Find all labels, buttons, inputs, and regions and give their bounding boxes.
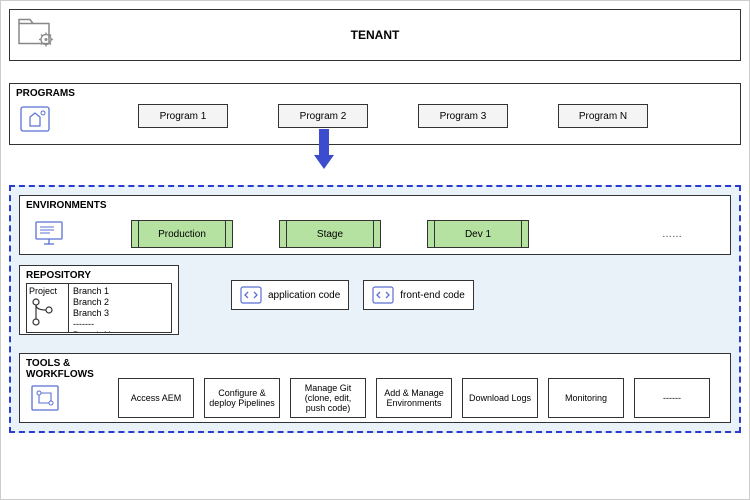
repo-project-label: Project: [29, 286, 66, 296]
program-icon: [20, 106, 50, 137]
programs-label: PROGRAMS: [16, 88, 75, 99]
tools-box: TOOLS & WORKFLOWS Access AEM Configure &…: [19, 353, 731, 423]
environment-item: Dev 1: [434, 220, 522, 248]
branch-item: Branch 2: [73, 297, 167, 308]
branch-item: Branch 1: [73, 286, 167, 297]
environments-ellipsis: ……: [642, 229, 702, 240]
repository-inner: Project Branch 1 Branch 2 Branch 3 -----…: [26, 283, 172, 333]
branch-item: Branch N: [73, 330, 167, 333]
tenant-title: TENANT: [351, 28, 400, 42]
program-item: Program 1: [138, 104, 228, 128]
repo-project: Project: [27, 284, 69, 332]
tenant-box: TENANT: [9, 9, 741, 61]
scope-outline: ENVIRONMENTS Production Stage Dev 1 …… R…: [9, 185, 741, 433]
programs-box: PROGRAMS Program 1 Program 2 Program 3 P…: [9, 83, 741, 145]
programs-list: Program 1 Program 2 Program 3 Program N: [18, 90, 732, 128]
repository-box: REPOSITORY Project Branch 1 Branch 2 Br: [19, 265, 179, 335]
tool-item: ------: [634, 378, 710, 418]
environment-item: Production: [138, 220, 226, 248]
environments-list: Production Stage Dev 1 ……: [28, 202, 722, 248]
code-box-label: application code: [268, 290, 340, 301]
program-item: Program 2: [278, 104, 368, 128]
tool-item: Add & Manage Environments: [376, 378, 452, 418]
code-icon: [372, 286, 394, 304]
repository-label: REPOSITORY: [26, 270, 172, 281]
environments-label: ENVIRONMENTS: [26, 200, 107, 211]
code-box-label: front-end code: [400, 290, 465, 301]
branch-item: -------: [73, 319, 167, 330]
environments-box: ENVIRONMENTS Production Stage Dev 1 ……: [19, 195, 731, 255]
tool-item: Access AEM: [118, 378, 194, 418]
branch-icon: [29, 296, 57, 330]
tool-item: Monitoring: [548, 378, 624, 418]
repository-row: REPOSITORY Project Branch 1 Branch 2 Br: [19, 265, 731, 335]
program-item: Program N: [558, 104, 648, 128]
tools-label: TOOLS & WORKFLOWS: [26, 358, 106, 380]
repo-branches: Branch 1 Branch 2 Branch 3 ------- Branc…: [69, 284, 171, 332]
code-box: front-end code: [363, 280, 474, 310]
tool-item: Manage Git (clone, edit, push code): [290, 378, 366, 418]
folder-gear-icon: [18, 18, 54, 53]
environment-item: Stage: [286, 220, 374, 248]
arrow-icon: [315, 129, 333, 169]
branch-item: Branch 3: [73, 308, 167, 319]
workflow-icon: [30, 384, 60, 417]
program-item: Program 3: [418, 104, 508, 128]
monitor-icon: [34, 220, 64, 251]
code-icon: [240, 286, 262, 304]
code-box: application code: [231, 280, 349, 310]
tool-item: Download Logs: [462, 378, 538, 418]
tools-list: Access AEM Configure & deploy Pipelines …: [28, 360, 722, 418]
tool-item: Configure & deploy Pipelines: [204, 378, 280, 418]
